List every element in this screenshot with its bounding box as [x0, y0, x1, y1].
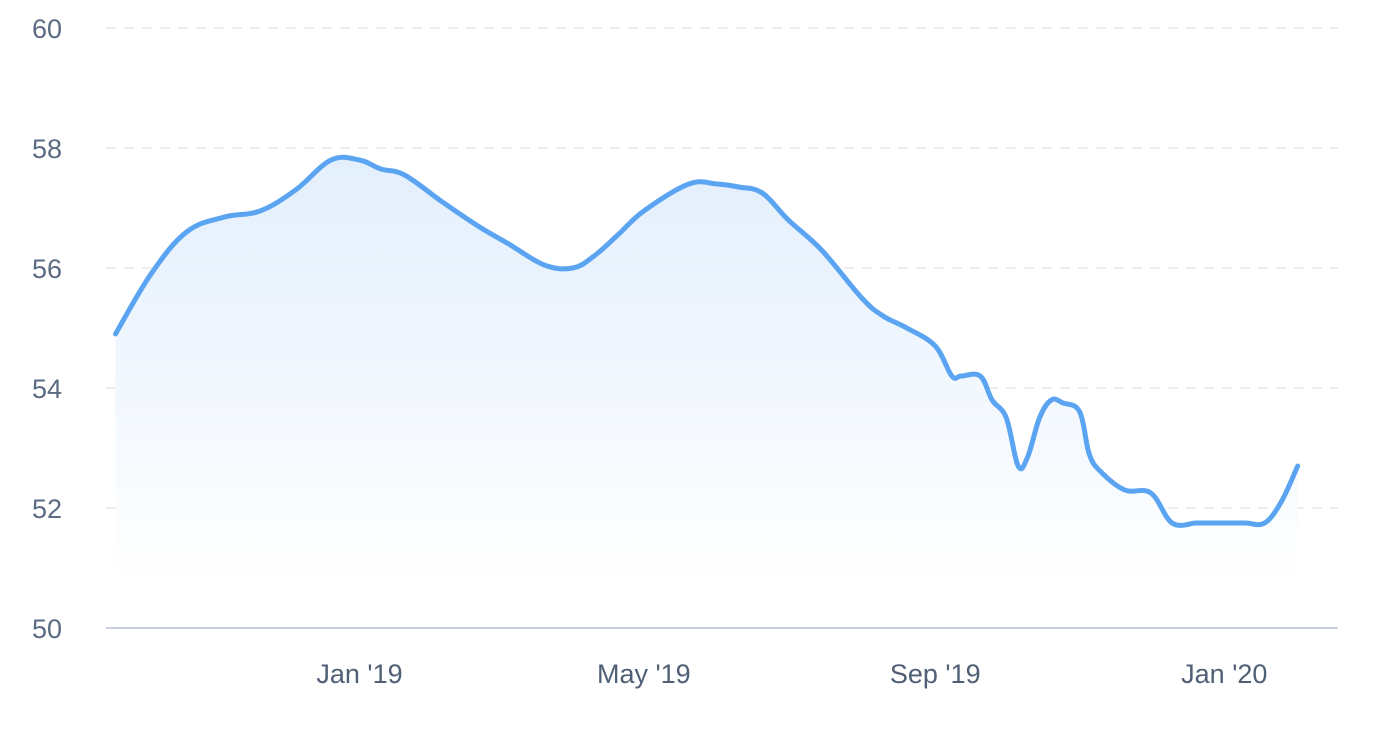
x-tick-label: Jan '20: [1181, 659, 1267, 689]
x-tick-label: May '19: [597, 659, 691, 689]
data-point: [440, 200, 444, 204]
data-point: [978, 374, 982, 378]
data-point: [1296, 464, 1300, 468]
data-point: [715, 182, 719, 186]
data-point: [1194, 521, 1198, 525]
data-point: [476, 224, 480, 228]
data-point: [933, 344, 937, 348]
x-axis-labels: Jan '19 May '19 Sep '19 Jan '20: [316, 659, 1267, 689]
data-point: [1170, 521, 1174, 525]
data-point: [113, 332, 117, 336]
data-point: [1078, 410, 1082, 414]
data-point: [1004, 416, 1008, 420]
data-point: [592, 254, 596, 258]
y-tick-label: 58: [32, 134, 62, 164]
data-point: [1087, 452, 1091, 456]
data-point: [542, 263, 546, 267]
data-point: [1149, 491, 1153, 495]
data-point: [786, 218, 790, 222]
data-point: [860, 296, 864, 300]
data-point: [905, 326, 909, 330]
data-point: [294, 188, 298, 192]
y-axis-labels: 50 52 54 56 58 60: [32, 14, 62, 644]
data-point: [642, 209, 646, 213]
y-tick-label: 52: [32, 494, 62, 524]
data-point: [959, 374, 963, 378]
data-point: [1279, 500, 1283, 504]
y-tick-label: 60: [32, 14, 62, 44]
data-point: [1099, 470, 1103, 474]
data-point: [258, 209, 262, 213]
data-point: [185, 230, 189, 234]
data-point: [149, 272, 153, 276]
data-point: [1037, 416, 1041, 420]
data-point: [990, 398, 994, 402]
data-point: [820, 248, 824, 252]
data-point: [1244, 521, 1248, 525]
series-area: [115, 157, 1298, 585]
data-point: [329, 158, 333, 162]
data-point: [1263, 521, 1267, 525]
data-point: [881, 314, 885, 318]
y-tick-label: 54: [32, 374, 62, 404]
data-point: [222, 215, 226, 219]
x-tick-label: Jan '19: [316, 659, 402, 689]
y-tick-label: 50: [32, 614, 62, 644]
data-point: [1123, 488, 1127, 492]
data-point: [1026, 455, 1030, 459]
data-point: [1061, 401, 1065, 405]
data-point: [760, 191, 764, 195]
data-point: [616, 233, 620, 237]
data-point: [403, 173, 407, 177]
data-point: [950, 374, 954, 378]
data-point: [358, 158, 362, 162]
y-tick-label: 56: [32, 254, 62, 284]
series-line: [112, 154, 1301, 528]
data-point: [1049, 398, 1053, 402]
data-point: [687, 182, 691, 186]
data-point: [737, 185, 741, 189]
data-point: [1016, 464, 1020, 468]
x-tick-label: Sep '19: [890, 659, 981, 689]
data-point: [1222, 521, 1226, 525]
data-point: [507, 242, 511, 246]
data-point: [379, 167, 383, 171]
data-point: [1203, 521, 1207, 525]
data-point: [571, 266, 575, 270]
